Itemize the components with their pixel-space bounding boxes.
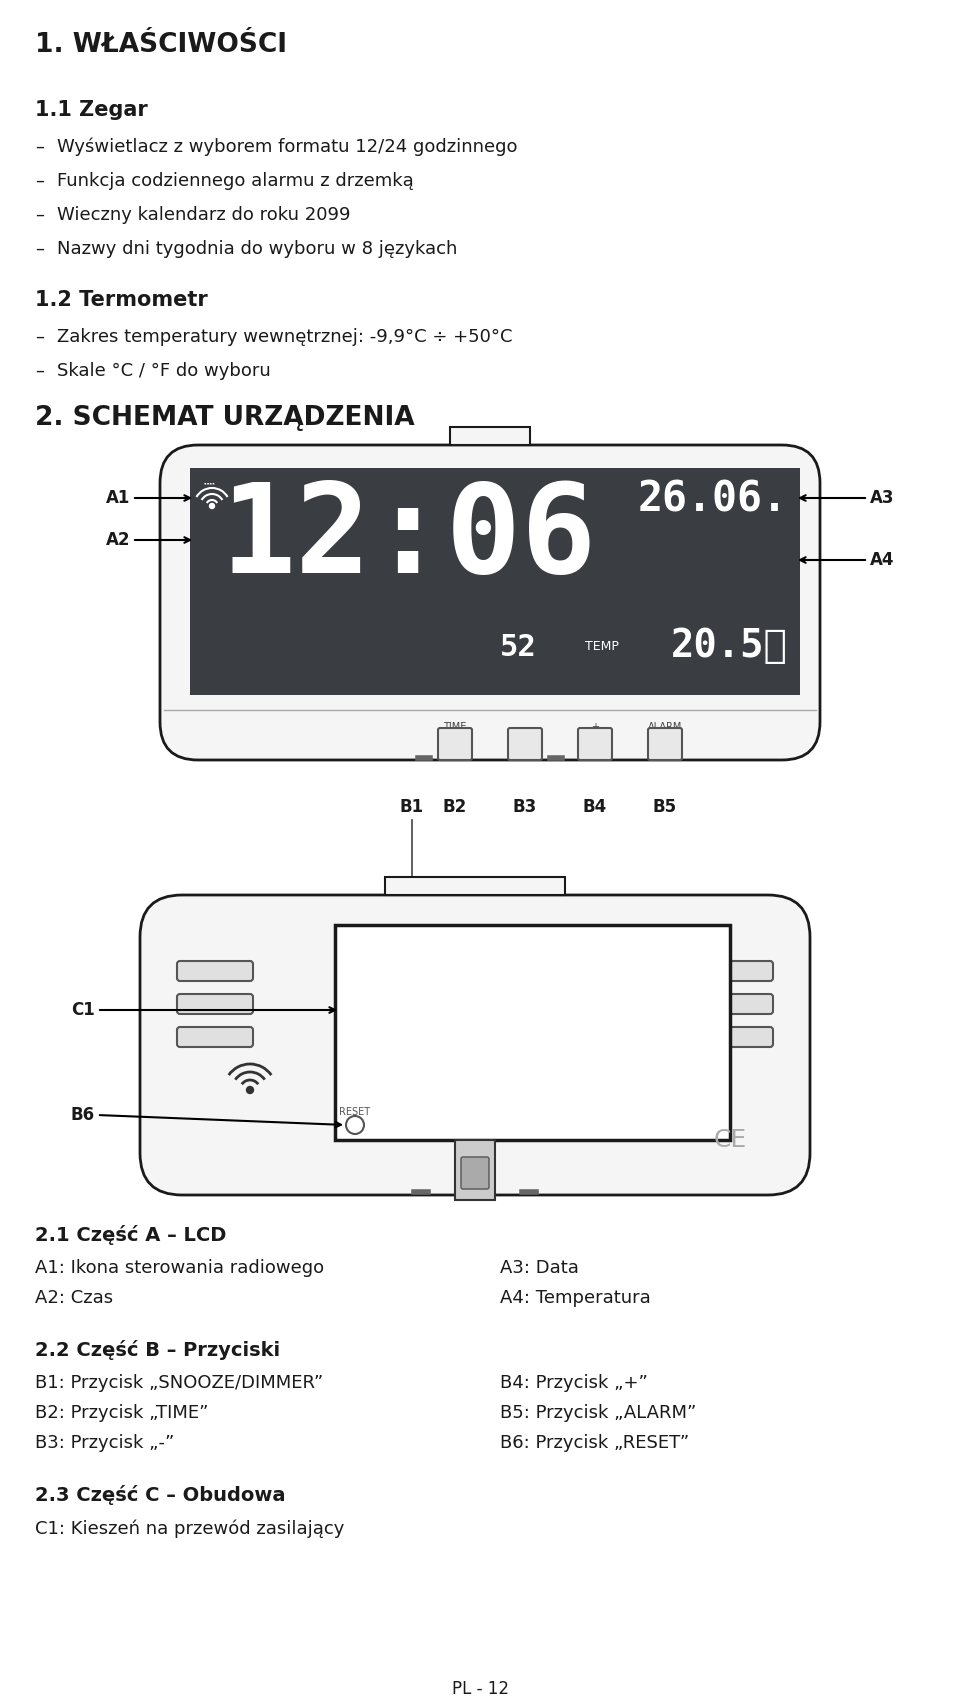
Text: B4: Przycisk „+”: B4: Przycisk „+” (500, 1374, 648, 1391)
Text: 12:06: 12:06 (220, 479, 596, 599)
Text: A3: A3 (870, 489, 895, 507)
Text: Skale °C / °F do wyboru: Skale °C / °F do wyboru (57, 363, 271, 380)
Text: B1: Przycisk „SNOOZE/DIMMER”: B1: Przycisk „SNOOZE/DIMMER” (35, 1374, 324, 1391)
Text: B6: Przycisk „RESET”: B6: Przycisk „RESET” (500, 1434, 689, 1453)
Text: C1: Kieszeń na przewód zasilający: C1: Kieszeń na przewód zasilający (35, 1519, 345, 1538)
Text: 1.1 Zegar: 1.1 Zegar (35, 100, 148, 119)
Text: 2.2 Część B – Przyciski: 2.2 Część B – Przyciski (35, 1340, 280, 1361)
Text: Funkcja codziennego alarmu z drzemką: Funkcja codziennego alarmu z drzemką (57, 172, 414, 191)
Text: B5: Przycisk „ALARM”: B5: Przycisk „ALARM” (500, 1403, 696, 1422)
Bar (190, 468, 800, 695)
Text: –: – (35, 240, 44, 257)
Text: A3: Data: A3: Data (500, 1259, 579, 1277)
FancyBboxPatch shape (438, 727, 472, 760)
FancyBboxPatch shape (578, 727, 612, 760)
Text: –: – (35, 363, 44, 380)
Text: –: – (35, 329, 44, 346)
Bar (385, 877, 565, 896)
FancyBboxPatch shape (461, 1156, 489, 1189)
Text: B2: B2 (443, 799, 468, 816)
Text: A4: A4 (870, 552, 895, 569)
Text: 20.5℃: 20.5℃ (671, 627, 788, 664)
Text: 1.2 Termometr: 1.2 Termometr (35, 290, 207, 310)
Text: A2: Czas: A2: Czas (35, 1289, 113, 1306)
Text: B6: B6 (71, 1105, 95, 1124)
Text: –: – (35, 206, 44, 225)
Text: 2.1 Część A – LCD: 2.1 Część A – LCD (35, 1224, 227, 1245)
Text: PL - 12: PL - 12 (451, 1679, 509, 1698)
FancyBboxPatch shape (140, 896, 810, 1196)
Text: B2: Przycisk „TIME”: B2: Przycisk „TIME” (35, 1403, 208, 1422)
Text: 1. WŁAŚCIWOŚCI: 1. WŁAŚCIWOŚCI (35, 32, 287, 58)
Text: Zakres temperatury wewnętrznej: -9,9°C ÷ +50°C: Zakres temperatury wewnętrznej: -9,9°C ÷… (57, 329, 513, 346)
Circle shape (209, 504, 214, 509)
Text: B4: B4 (583, 799, 607, 816)
Text: 26.06.: 26.06. (638, 479, 788, 519)
Text: Nazwy dni tygodnia do wyboru w 8 językach: Nazwy dni tygodnia do wyboru w 8 językac… (57, 240, 457, 257)
FancyBboxPatch shape (177, 960, 253, 981)
Text: 2.3 Część C – Obudowa: 2.3 Część C – Obudowa (35, 1485, 285, 1505)
Text: B3: Przycisk „-”: B3: Przycisk „-” (35, 1434, 175, 1453)
Text: TIME: TIME (444, 722, 467, 732)
Text: C1: C1 (71, 1001, 95, 1018)
FancyBboxPatch shape (697, 995, 773, 1013)
Text: Wieczny kalendarz do roku 2099: Wieczny kalendarz do roku 2099 (57, 206, 350, 225)
Text: B5: B5 (653, 799, 677, 816)
FancyBboxPatch shape (508, 727, 542, 760)
Text: TEMP: TEMP (585, 640, 619, 652)
Text: B3: B3 (513, 799, 538, 816)
Text: –: – (35, 138, 44, 157)
Circle shape (346, 1115, 364, 1134)
Text: –: – (35, 172, 44, 191)
Text: 52: 52 (500, 634, 537, 662)
Text: A1: Ikona sterowania radiowego: A1: Ikona sterowania radiowego (35, 1259, 324, 1277)
Text: A2: A2 (106, 531, 130, 548)
Bar (335, 925, 730, 1139)
FancyBboxPatch shape (160, 444, 820, 760)
FancyBboxPatch shape (697, 1027, 773, 1047)
Text: A1: A1 (106, 489, 130, 507)
FancyBboxPatch shape (177, 995, 253, 1013)
Circle shape (247, 1087, 253, 1093)
Text: RESET: RESET (340, 1107, 371, 1117)
Text: ┈: ┈ (204, 477, 215, 494)
Text: B1: B1 (400, 799, 424, 816)
Text: Wyświetlacz z wyborem formatu 12/24 godzinnego: Wyświetlacz z wyborem formatu 12/24 godz… (57, 138, 517, 157)
Text: CЕ: CЕ (713, 1127, 747, 1151)
FancyBboxPatch shape (697, 960, 773, 981)
Text: 2. SCHEMAT URZĄDZENIA: 2. SCHEMAT URZĄDZENIA (35, 405, 415, 431)
Text: +: + (591, 722, 599, 732)
Text: A4: Temperatura: A4: Temperatura (500, 1289, 651, 1306)
FancyBboxPatch shape (648, 727, 682, 760)
Bar (450, 427, 530, 444)
Bar (455, 1139, 495, 1201)
FancyBboxPatch shape (177, 1027, 253, 1047)
Text: ALARM: ALARM (648, 722, 683, 732)
Text: –: – (522, 722, 527, 732)
